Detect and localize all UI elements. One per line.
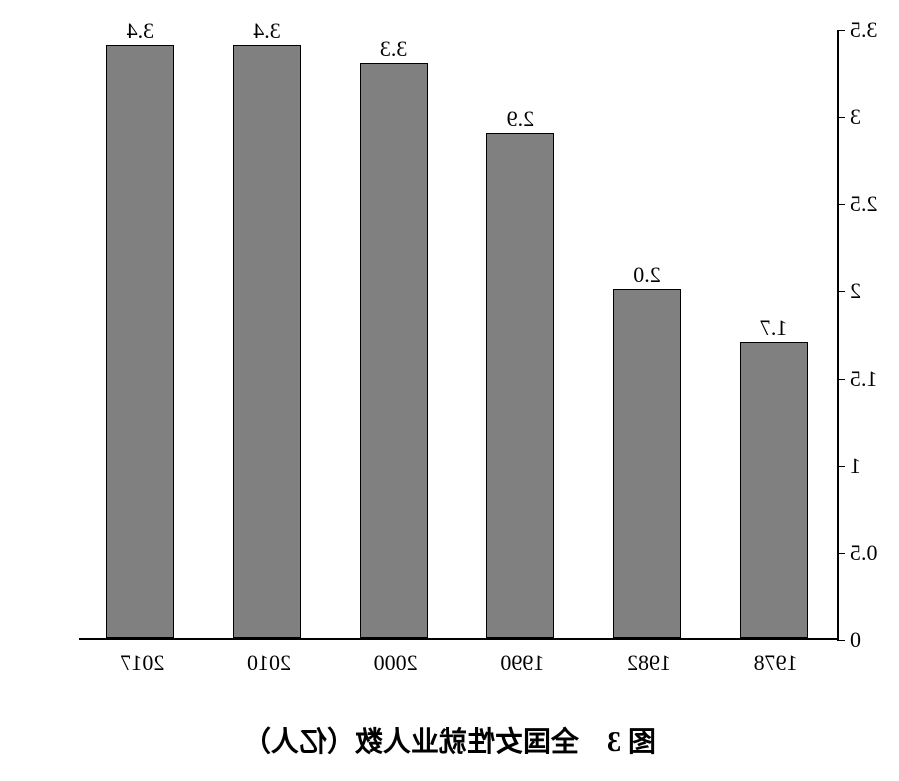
bar: 3.4 bbox=[233, 45, 301, 638]
x-tick-label: 2017 bbox=[120, 650, 164, 676]
x-axis-labels: 1978 1982 1990 2000 2010 2017 bbox=[79, 642, 839, 682]
x-tick-label: 1978 bbox=[754, 650, 798, 676]
y-tick-label: 2 bbox=[850, 278, 892, 304]
y-tick-label: 1 bbox=[850, 453, 892, 479]
y-tick-label: 3 bbox=[850, 104, 892, 130]
bar-chart: 1.72.02.93.33.43.4 00.511.522.533.5 1978… bbox=[0, 0, 899, 781]
x-tick-label: 2000 bbox=[374, 650, 418, 676]
bar: 2.0 bbox=[613, 289, 681, 638]
y-tick bbox=[837, 204, 845, 205]
bar: 1.7 bbox=[740, 342, 808, 638]
bar: 3.4 bbox=[106, 45, 174, 638]
bar-value-label: 3.3 bbox=[361, 36, 427, 62]
y-tick bbox=[837, 466, 845, 467]
y-tick-label: 0.5 bbox=[850, 540, 892, 566]
bar: 3.3 bbox=[360, 63, 428, 638]
bar-value-label: 1.7 bbox=[741, 315, 807, 341]
y-tick bbox=[837, 640, 845, 641]
y-tick-label: 1.5 bbox=[850, 366, 892, 392]
bar-value-label: 2.0 bbox=[614, 262, 680, 288]
bar-value-label: 3.4 bbox=[234, 18, 300, 44]
y-tick-label: 0 bbox=[850, 627, 892, 653]
bar: 2.9 bbox=[486, 133, 554, 638]
y-tick bbox=[837, 379, 845, 380]
x-tick-label: 1990 bbox=[500, 650, 544, 676]
y-tick-label: 2.5 bbox=[850, 191, 892, 217]
bar-value-label: 2.9 bbox=[487, 106, 553, 132]
x-tick-label: 1982 bbox=[627, 650, 671, 676]
y-tick bbox=[837, 30, 845, 31]
x-tick-label: 2010 bbox=[247, 650, 291, 676]
y-tick-label: 3.5 bbox=[850, 17, 892, 43]
bars-container: 1.7 2.0 2.9 3.3 3.4 3.4 bbox=[79, 30, 837, 638]
bar-value-label: 3.4 bbox=[107, 18, 173, 44]
y-tick bbox=[837, 117, 845, 118]
y-tick bbox=[837, 553, 845, 554]
plot-area: 1.72.02.93.33.43.4 00.511.522.533.5 bbox=[79, 30, 839, 640]
y-tick bbox=[837, 291, 845, 292]
chart-caption: 图 3 全国女性就业人数（亿人） bbox=[0, 720, 899, 760]
